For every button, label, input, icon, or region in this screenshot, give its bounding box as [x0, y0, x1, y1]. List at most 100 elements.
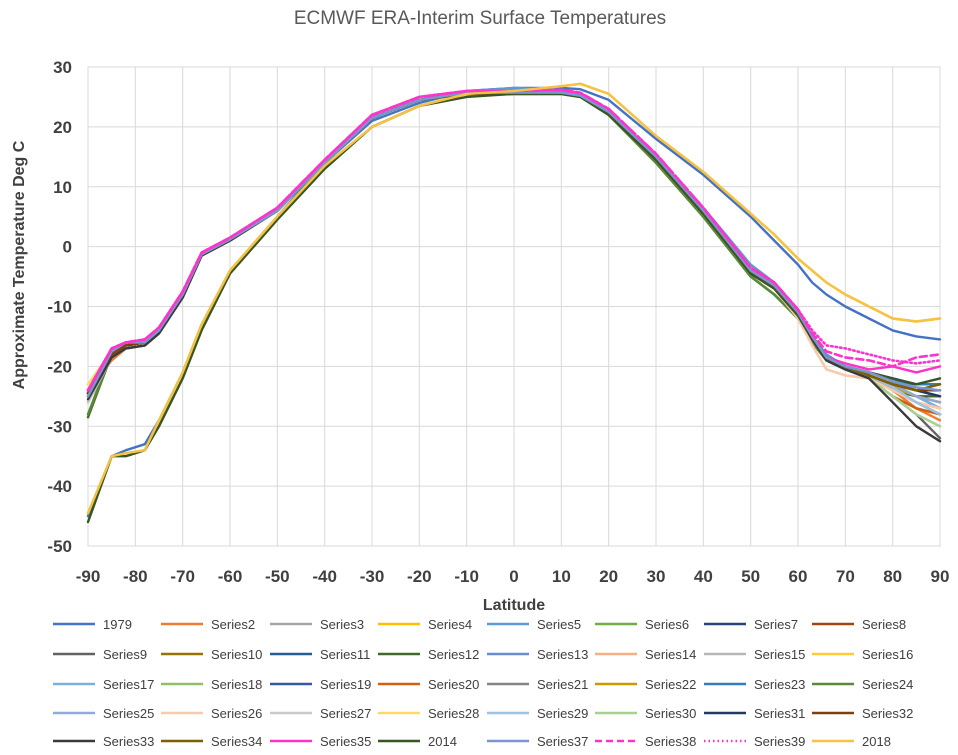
- legend-label: Series28: [428, 706, 479, 721]
- x-tick-label: 20: [599, 567, 618, 586]
- legend: 1979 Series2 Series3 Series4 Series5 Series6 S…: [53, 617, 913, 749]
- y-tick-labels: 30 20 10 0 -10 -20 -30 -40 -50: [47, 58, 72, 556]
- y-axis-label: Approximate Temperature Deg C: [11, 140, 28, 389]
- legend-label: Series7: [754, 617, 798, 632]
- legend-label: Series20: [428, 677, 479, 692]
- legend-label: Series12: [428, 647, 479, 662]
- legend-label: Series3: [320, 617, 364, 632]
- legend-item: Series22: [595, 677, 696, 692]
- legend-item: Series29: [487, 706, 588, 721]
- legend-item: Series38: [595, 734, 696, 749]
- x-tick-label: 40: [694, 567, 713, 586]
- y-tick-label: -40: [47, 477, 72, 496]
- series-lines: [86, 82, 942, 524]
- legend-label: Series29: [537, 706, 588, 721]
- legend-item: Series27: [270, 706, 371, 721]
- legend-label: Series39: [754, 734, 805, 749]
- x-tick-label: -60: [218, 567, 243, 586]
- series-line: [86, 88, 942, 392]
- legend-label: Series21: [537, 677, 588, 692]
- y-tick-label: -50: [47, 537, 72, 556]
- chart-title: ECMWF ERA-Interim Surface Temperatures: [294, 8, 666, 29]
- legend-item: Series12: [378, 647, 479, 662]
- legend-label: Series31: [754, 706, 805, 721]
- legend-label: Series37: [537, 734, 588, 749]
- legend-item: Series24: [812, 677, 913, 692]
- legend-label: Series34: [211, 734, 262, 749]
- legend-item: Series18: [161, 677, 262, 692]
- legend-label: Series32: [862, 706, 913, 721]
- legend-label: Series38: [645, 734, 696, 749]
- legend-item: Series33: [53, 734, 154, 749]
- legend-item: 2018: [812, 734, 891, 749]
- legend-item: Series2: [161, 617, 255, 632]
- legend-label: 2014: [428, 734, 457, 749]
- legend-item: Series32: [812, 706, 913, 721]
- series-line: [86, 82, 942, 515]
- legend-item: Series7: [704, 617, 798, 632]
- legend-item: Series13: [487, 647, 588, 662]
- legend-label: Series14: [645, 647, 696, 662]
- legend-label: Series25: [103, 706, 154, 721]
- legend-label: Series11: [320, 647, 370, 662]
- legend-item: Series11: [270, 647, 370, 662]
- legend-item: Series34: [161, 734, 262, 749]
- legend-item: Series4: [378, 617, 472, 632]
- legend-item: Series28: [378, 706, 479, 721]
- legend-item: Series6: [595, 617, 689, 632]
- x-tick-label: 0: [509, 567, 518, 586]
- y-tick-label: -30: [47, 417, 72, 436]
- legend-item: Series37: [487, 734, 588, 749]
- legend-label: Series33: [103, 734, 154, 749]
- legend-label: Series8: [862, 617, 906, 632]
- legend-label: Series5: [537, 617, 581, 632]
- legend-label: 2018: [862, 734, 891, 749]
- grid-lines: [87, 66, 941, 547]
- legend-item: Series20: [378, 677, 479, 692]
- legend-item: Series25: [53, 706, 154, 721]
- x-axis-label: Latitude: [483, 597, 545, 614]
- y-tick-label: -10: [47, 298, 72, 317]
- legend-label: Series23: [754, 677, 805, 692]
- legend-label: Series24: [862, 677, 913, 692]
- x-tick-label: -10: [454, 567, 479, 586]
- x-tick-label: -30: [360, 567, 385, 586]
- legend-label: Series19: [320, 677, 371, 692]
- legend-label: 1979: [103, 617, 132, 632]
- legend-label: Series16: [862, 647, 913, 662]
- legend-item: Series31: [704, 706, 805, 721]
- legend-item: Series8: [812, 617, 906, 632]
- x-tick-label: -20: [407, 567, 432, 586]
- legend-item: Series14: [595, 647, 696, 662]
- x-tick-labels: -90 -80 -70 -60 -50 -40 -30 -20 -10 0 10 20 30 40 50 60…: [76, 567, 950, 586]
- legend-item: Series26: [161, 706, 262, 721]
- legend-item: Series3: [270, 617, 364, 632]
- legend-item: 2014: [378, 734, 457, 749]
- legend-item: Series23: [704, 677, 805, 692]
- legend-label: Series26: [211, 706, 262, 721]
- legend-item: Series10: [161, 647, 262, 662]
- y-tick-label: 10: [53, 178, 72, 197]
- legend-item: Series19: [270, 677, 371, 692]
- x-tick-label: 50: [741, 567, 760, 586]
- legend-item: Series21: [487, 677, 588, 692]
- legend-label: Series17: [103, 677, 154, 692]
- x-tick-label: -40: [312, 567, 337, 586]
- legend-item: Series16: [812, 647, 913, 662]
- legend-label: Series35: [320, 734, 371, 749]
- legend-label: Series15: [754, 647, 805, 662]
- legend-label: Series27: [320, 706, 371, 721]
- y-tick-label: 20: [53, 118, 72, 137]
- legend-label: Series4: [428, 617, 472, 632]
- legend-item: Series5: [487, 617, 581, 632]
- x-tick-label: 30: [647, 567, 666, 586]
- legend-label: Series9: [103, 647, 147, 662]
- x-tick-label: 60: [789, 567, 808, 586]
- series-line: [86, 91, 942, 398]
- legend-label: Series2: [211, 617, 255, 632]
- y-tick-label: -20: [47, 357, 72, 376]
- legend-item: 1979: [53, 617, 132, 632]
- legend-item: Series9: [53, 647, 147, 662]
- x-tick-label: 90: [931, 567, 950, 586]
